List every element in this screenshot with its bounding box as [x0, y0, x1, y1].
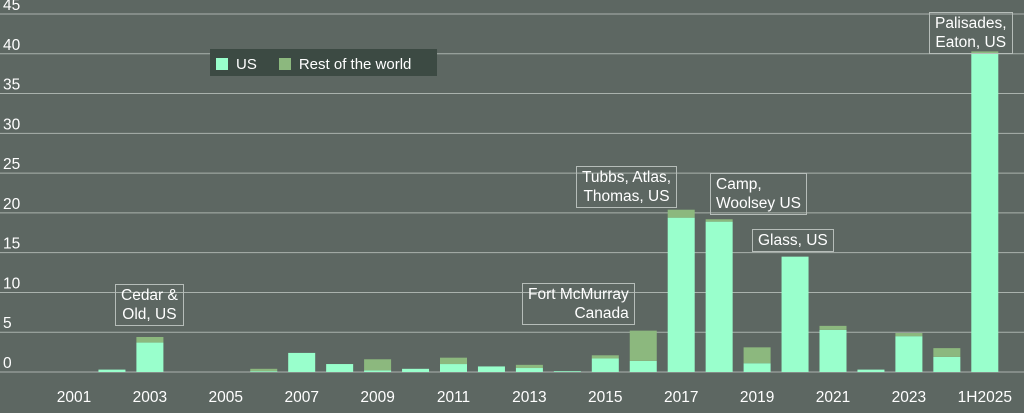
annotation-tubbs: Tubbs, Atlas, Thomas, US [576, 166, 678, 208]
bar-us-2012 [477, 366, 505, 372]
bar-rest-of-world-2019 [743, 347, 771, 364]
y-tick-label: 5 [3, 315, 12, 332]
x-tick-label: 2023 [892, 389, 926, 406]
annotation-camp-line-2: Woolsey US [716, 195, 801, 212]
x-tick-label: 2021 [816, 389, 850, 406]
annotation-glass-line-1: Glass, US [758, 232, 828, 249]
annotation-glass: Glass, US [752, 229, 834, 252]
y-tick-label: 25 [3, 156, 20, 173]
annotation-tubbs-line-1: Tubbs, Atlas, [582, 169, 672, 186]
bar-us-2015 [591, 358, 619, 372]
bar-rest-of-world-2023 [895, 333, 923, 337]
bar-rest-of-world-2021 [819, 325, 847, 330]
bar-us-2011 [440, 364, 467, 372]
bar-rest-of-world-2024 [933, 348, 961, 357]
x-tick-label: 2007 [284, 389, 318, 406]
bar-us-2024 [933, 356, 961, 372]
annotation-palisades: Palisades, Eaton, US [929, 12, 1013, 54]
legend: US Rest of the world [210, 49, 437, 76]
bar-us-2014 [553, 371, 581, 372]
bar-rest-of-world-2009 [364, 359, 392, 371]
bar-us-2002 [98, 369, 126, 372]
y-tick-label: 45 [3, 0, 20, 14]
bar-us-2021 [819, 329, 847, 372]
x-tick-label: 2005 [209, 389, 243, 406]
annotation-camp-line-1: Camp, [716, 176, 762, 193]
legend-swatch-us [216, 58, 228, 70]
bar-us-2017 [667, 217, 695, 372]
bar-us-2022 [857, 369, 885, 372]
bar-us-2018 [705, 221, 733, 372]
annotation-cedar-line-2: Old, US [122, 306, 177, 323]
bar-rest-of-world-2017 [667, 209, 695, 218]
annotation-fort-mcmurray-line-1: Fort McMurray [528, 286, 629, 303]
x-tick-label: 2019 [740, 389, 774, 406]
legend-label-rest-of-world: Rest of the world [298, 55, 412, 73]
y-tick-label: 20 [3, 196, 21, 213]
bar-us-2009 [364, 370, 392, 372]
legend-label-us: US [236, 55, 257, 73]
bar-us-2019 [743, 363, 771, 372]
gridlines [0, 13, 1024, 373]
annotation-tubbs-line-2: Thomas, US [583, 188, 670, 205]
bar-us-2020 [781, 256, 809, 372]
x-tick-label: 2015 [588, 389, 622, 406]
x-tick-label: 2017 [664, 389, 698, 406]
bar-us-2008 [326, 364, 354, 372]
x-axis-ticks: 2001 2003 2005 2007 2009 2011 2013 2015 2017 2019… [57, 389, 1012, 406]
annotation-cedar-line-1: Cedar & [121, 287, 178, 304]
y-tick-label: 30 [3, 116, 21, 133]
y-tick-label: 35 [3, 77, 20, 94]
bar-rest-of-world-2006 [250, 368, 278, 372]
annotation-cedar: Cedar & Old, US [115, 284, 184, 326]
y-axis-ticks: 0 5 10 15 20 25 30 35 40 45 [3, 0, 21, 372]
bar-rest-of-world-2018 [705, 219, 733, 222]
bar-us-2023 [895, 336, 923, 372]
legend-swatch-rest-of-world [278, 58, 291, 70]
x-tick-label: 2009 [360, 389, 394, 406]
bar-rest-of-world-2011 [440, 357, 467, 365]
bar-us-2007 [288, 352, 316, 372]
x-tick-label: 2013 [512, 389, 546, 406]
annotation-palisades-line-2: Eaton, US [935, 34, 1007, 51]
y-tick-label: 15 [3, 236, 20, 253]
bar-rest-of-world-2013 [515, 364, 543, 369]
y-tick-label: 0 [3, 355, 12, 372]
annotation-fort-mcmurray: Fort McMurray Canada [522, 283, 635, 325]
bar-us-2016 [629, 360, 657, 372]
legend-item-us: US [216, 56, 257, 73]
annotation-palisades-line-1: Palisades, [935, 15, 1007, 32]
annotation-camp: Camp, Woolsey US [710, 173, 807, 215]
x-tick-label: 2001 [57, 389, 91, 406]
bar-us-1H2025 [971, 53, 999, 373]
x-tick-label: 1H2025 [958, 389, 1012, 406]
y-tick-label: 10 [3, 275, 21, 292]
x-tick-label: 2011 [437, 389, 470, 406]
bar-rest-of-world-2015 [591, 355, 619, 359]
bars [98, 51, 999, 373]
bar-rest-of-world-2016 [629, 330, 657, 361]
bar-us-2006 [250, 371, 278, 372]
x-tick-label: 2003 [133, 389, 167, 406]
y-tick-label: 40 [3, 37, 21, 54]
bar-us-2013 [515, 368, 543, 372]
legend-item-rest-of-world: Rest of the world [278, 55, 412, 73]
bar-rest-of-world-2003 [136, 336, 164, 343]
bar-us-2003 [136, 342, 164, 372]
bar-rest-of-world-1H2025 [971, 51, 999, 54]
bar-us-2010 [402, 368, 430, 372]
annotation-fort-mcmurray-line-2: Canada [574, 305, 629, 322]
